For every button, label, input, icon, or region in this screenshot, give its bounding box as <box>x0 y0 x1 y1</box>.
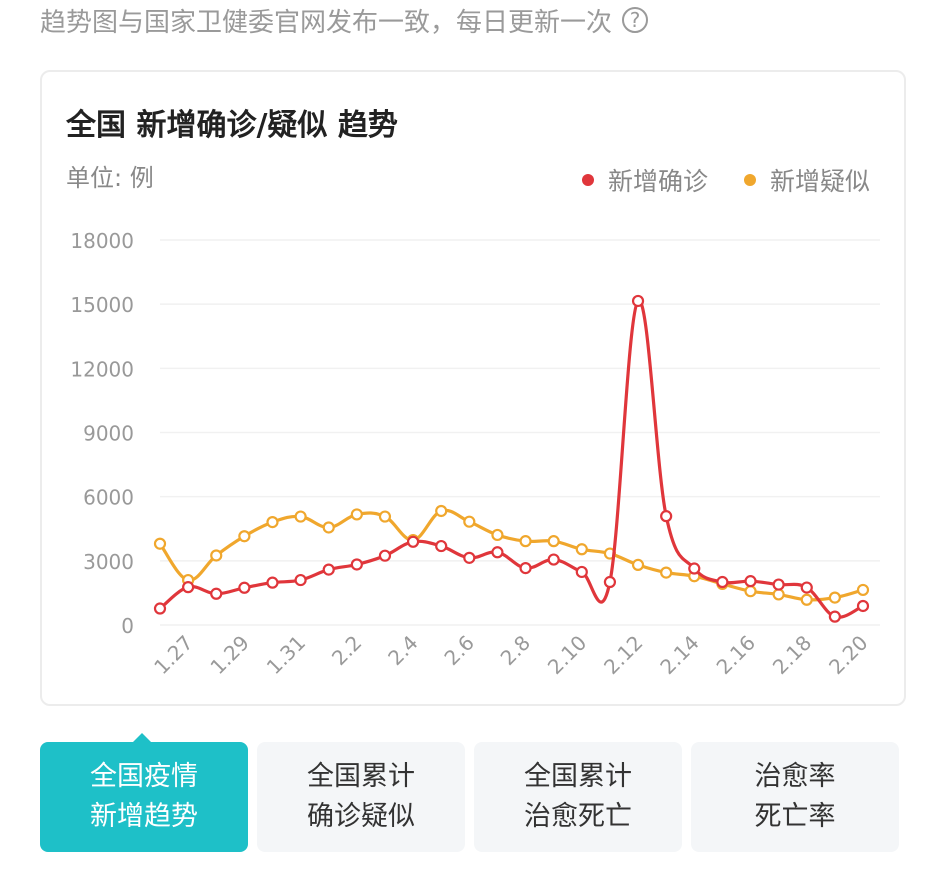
y-tick-label: 15000 <box>70 293 134 317</box>
data-point-confirmed <box>716 575 729 589</box>
x-tick-label: 1.27 <box>149 631 197 679</box>
data-point-confirmed <box>688 562 701 575</box>
data-point-suspected <box>350 508 363 521</box>
data-point-confirmed <box>322 563 335 576</box>
x-tick-label: 2.8 <box>496 631 535 670</box>
x-tick-label: 2.6 <box>439 631 478 670</box>
tab-label-line2: 新增趋势 <box>90 801 198 832</box>
data-point-confirmed <box>350 558 363 571</box>
data-point-suspected <box>631 558 645 571</box>
data-point-confirmed <box>266 576 279 589</box>
data-point-confirmed <box>660 510 673 523</box>
tab-label-line1: 全国累计 <box>307 761 415 792</box>
tab-label-line1: 全国疫情 <box>90 761 198 792</box>
y-tick-label: 12000 <box>70 357 134 381</box>
x-tick-label: 2.14 <box>655 631 703 679</box>
data-point-suspected <box>266 516 279 529</box>
x-tick-label: 1.31 <box>262 631 310 679</box>
legend-label-confirmed: 新增确诊 <box>607 167 708 196</box>
data-point-suspected <box>294 510 307 523</box>
data-point-confirmed <box>153 602 167 615</box>
x-tick-label: 2.18 <box>768 631 816 679</box>
data-point-confirmed <box>519 562 532 575</box>
data-point-confirmed <box>828 610 841 623</box>
data-point-confirmed <box>547 553 560 566</box>
tab-cure-death-rate[interactable]: 治愈率 死亡率 <box>691 742 899 852</box>
data-point-confirmed <box>406 535 420 548</box>
y-tick-label: 18000 <box>70 229 134 253</box>
legend-dot-confirmed <box>581 174 594 186</box>
legend-dot-suspected <box>743 174 756 186</box>
legend-item-confirmed[interactable]: 新增确诊 <box>581 162 708 198</box>
tab-label-line2: 治愈死亡 <box>524 801 632 832</box>
data-point-confirmed <box>800 581 813 594</box>
chart-title: 全国 新增确诊/疑似 趋势 <box>66 108 398 143</box>
data-point-suspected <box>744 585 757 598</box>
data-point-suspected <box>322 521 335 534</box>
data-point-suspected <box>772 588 785 601</box>
series-line-confirmed <box>158 299 865 619</box>
legend-item-suspected[interactable]: 新增疑似 <box>743 162 870 198</box>
data-point-confirmed <box>378 549 392 562</box>
data-point-suspected <box>491 528 504 542</box>
data-point-confirmed <box>435 539 448 553</box>
data-point-confirmed <box>772 578 785 591</box>
update-note: 趋势图与国家卫健委官网发布一致，每日更新一次 ? <box>40 0 649 40</box>
data-point-suspected <box>463 515 476 528</box>
data-point-confirmed <box>631 294 645 308</box>
y-tick-label: 9000 <box>83 422 134 446</box>
tab-label-line1: 治愈率 <box>754 761 836 792</box>
tab-label-line1: 全国累计 <box>524 761 632 792</box>
legend-label-suspected: 新增疑似 <box>769 167 870 196</box>
data-point-confirmed <box>491 546 504 559</box>
tab-label-line2: 确诊疑似 <box>307 801 415 832</box>
trend-chart-card: 0 3000 6000 9000 12000 15000 18000 1.27 1.29 1.31… <box>40 70 906 706</box>
data-point-suspected <box>856 583 870 597</box>
y-tick-label: 0 <box>121 614 134 638</box>
data-point-confirmed <box>238 581 251 594</box>
tab-cumulative-cured-dead[interactable]: 全国累计 治愈死亡 <box>474 742 682 852</box>
trend-line-chart: 0 3000 6000 9000 12000 15000 18000 1.27 1.29 1.31… <box>70 229 880 679</box>
data-point-suspected <box>378 510 392 523</box>
data-point-confirmed <box>856 599 870 613</box>
data-point-suspected <box>210 549 223 562</box>
data-point-suspected <box>547 535 560 548</box>
data-point-confirmed <box>744 575 757 588</box>
question-circle-icon[interactable]: ? <box>622 7 649 33</box>
x-tick-label: 2.10 <box>543 631 591 679</box>
data-point-confirmed <box>575 565 588 579</box>
data-point-suspected <box>435 504 448 518</box>
x-tick-label: 1.29 <box>205 631 253 679</box>
update-note-text: 趋势图与国家卫健委官网发布一致，每日更新一次 <box>40 7 613 38</box>
chart-legend: 新增确诊 新增疑似 <box>546 162 870 198</box>
data-point-suspected <box>828 591 841 604</box>
x-tick-label: 2.12 <box>599 631 647 679</box>
chart-tab-bar: 全国疫情 新增趋势 全国累计 确诊疑似 全国累计 治愈死亡 治愈率 死亡率 <box>40 742 906 852</box>
x-tick-label: 2.20 <box>824 631 872 679</box>
data-point-suspected <box>153 537 167 550</box>
tab-cumulative-confirmed-suspected[interactable]: 全国累计 确诊疑似 <box>257 742 465 852</box>
data-point-suspected <box>800 593 813 606</box>
data-point-suspected <box>519 535 532 548</box>
active-tab-pointer <box>132 733 152 743</box>
data-point-confirmed <box>294 573 307 587</box>
tab-label-line2: 死亡率 <box>754 801 836 832</box>
x-tick-label: 2.2 <box>327 631 366 670</box>
data-point-suspected <box>575 543 588 556</box>
data-point-confirmed <box>463 551 476 564</box>
data-point-suspected <box>660 566 673 579</box>
series-line-suspected <box>158 508 865 602</box>
y-tick-label: 6000 <box>83 486 134 510</box>
tab-new-trend[interactable]: 全国疫情 新增趋势 <box>40 742 248 852</box>
chart-unit-label: 单位: 例 <box>66 164 154 192</box>
data-point-confirmed <box>603 575 617 589</box>
y-tick-label: 3000 <box>83 550 134 574</box>
x-tick-label: 2.4 <box>383 631 422 670</box>
data-point-suspected <box>238 530 251 543</box>
x-tick-label: 2.16 <box>712 631 760 679</box>
data-point-confirmed <box>182 581 195 594</box>
data-point-confirmed <box>210 587 223 600</box>
